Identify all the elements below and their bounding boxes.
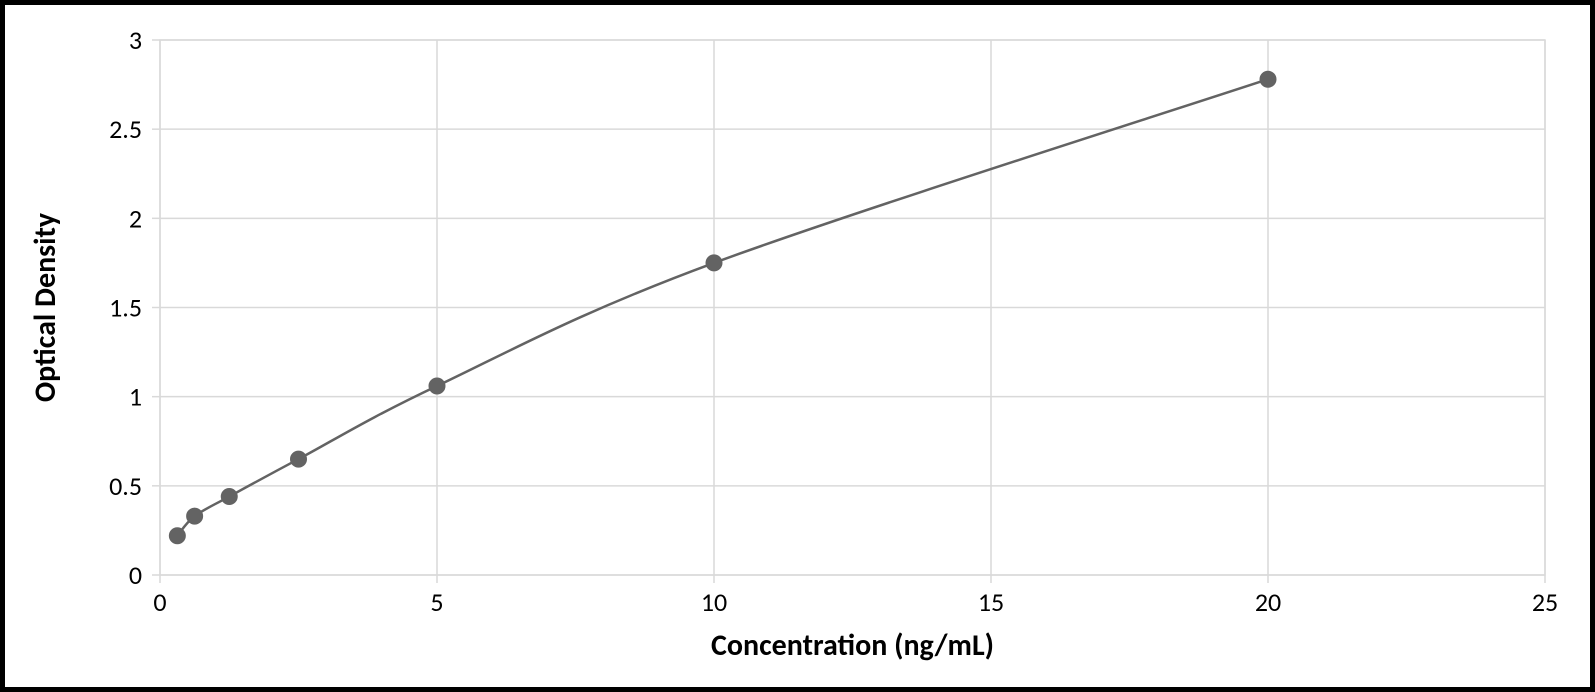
x-tick-label: 10	[701, 586, 727, 618]
y-tick-label: 1.5	[109, 292, 142, 324]
x-tick-label: 25	[1532, 586, 1558, 618]
x-tick-label: 5	[430, 586, 443, 618]
data-point	[291, 451, 307, 467]
y-tick-label: 2	[129, 202, 142, 234]
y-tick-label: 1	[129, 381, 142, 413]
data-point	[1260, 71, 1276, 87]
data-point	[221, 489, 237, 505]
y-tick-label: 3	[129, 24, 142, 56]
chart-frame: 0 5 10 15 20 25 0 0.5 1 1.5 2 2.5 3 Concentration (n…	[0, 0, 1595, 692]
data-point	[429, 378, 445, 394]
data-point	[187, 508, 203, 524]
chart-canvas: 0 5 10 15 20 25 0 0.5 1 1.5 2 2.5 3 Concentration (n…	[5, 5, 1590, 687]
y-tick-label: 0.5	[109, 470, 142, 502]
y-tick-label: 2.5	[109, 113, 142, 145]
data-point	[706, 255, 722, 271]
data-point	[169, 528, 185, 544]
x-axis-title: Concentration (ng/mL)	[711, 627, 994, 664]
x-tick-label: 15	[978, 586, 1004, 618]
x-tick-label: 0	[153, 586, 166, 618]
x-tick-label: 20	[1255, 586, 1281, 618]
y-tick-label: 0	[129, 559, 142, 591]
y-axis-title: Optical Density	[27, 212, 64, 402]
